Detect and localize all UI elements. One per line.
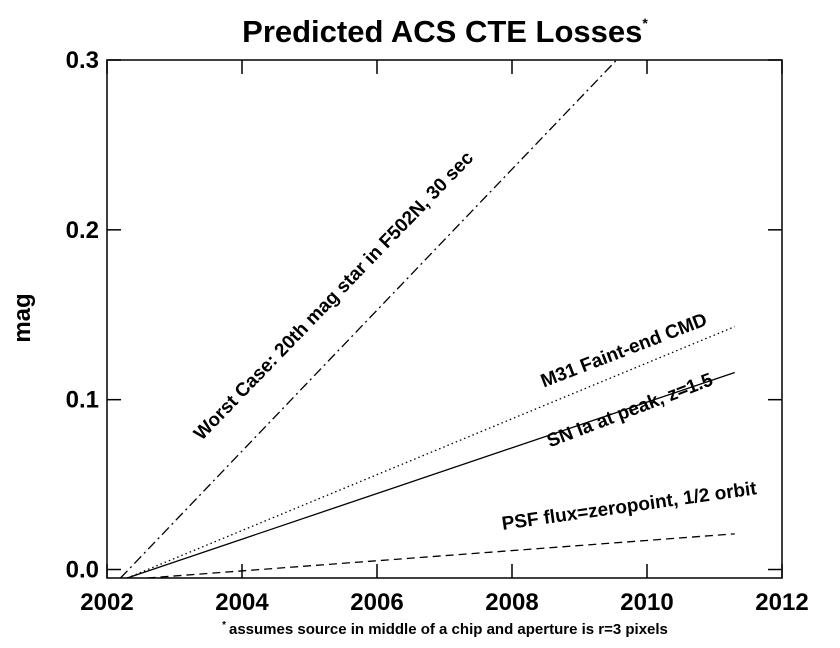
y-tick-label: 0.2 <box>66 217 99 244</box>
series-line <box>120 59 618 579</box>
title-superscript: * <box>642 15 648 31</box>
x-tick-label: 2008 <box>485 589 538 616</box>
chart-title: Predicted ACS CTE Losses* <box>242 14 648 49</box>
x-tick-label: 2004 <box>215 589 269 616</box>
y-axis-label: mag <box>9 293 36 342</box>
footnote: * assumes source in middle of a chip and … <box>222 620 668 638</box>
x-tick-label: 2002 <box>80 589 133 616</box>
y-tick-label: 0.3 <box>66 47 99 74</box>
title-text: Predicted ACS CTE Losses <box>242 14 642 49</box>
x-tick-label: 2010 <box>620 589 673 616</box>
series-line <box>127 371 735 579</box>
footnote-text: assumes source in middle of a chip and a… <box>229 621 668 638</box>
y-tick-label: 0.0 <box>66 557 99 584</box>
y-tick-label: 0.1 <box>66 387 99 414</box>
footnote-marker: * <box>222 620 226 631</box>
series-label: PSF flux=zeropoint, 1/2 orbit <box>500 478 758 535</box>
series-label: Worst Case: 20th mag star in F502N, 30 s… <box>190 147 478 444</box>
x-tick-label: 2012 <box>755 589 808 616</box>
plot-frame <box>106 59 783 579</box>
series-line <box>147 533 735 579</box>
x-tick-label: 2006 <box>350 589 403 616</box>
series-line <box>127 326 735 579</box>
